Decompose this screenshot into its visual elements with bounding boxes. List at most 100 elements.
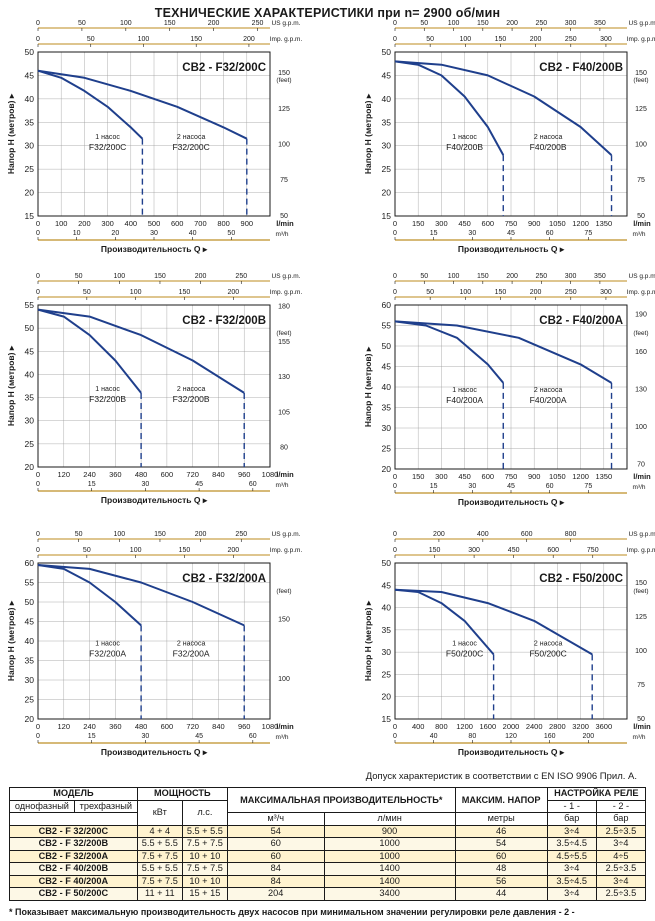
page-title: ТЕХНИЧЕСКИЕ ХАРАКТЕРИСТИКИ при n= 2900 о… [154, 6, 501, 20]
y-tick-label: 20 [25, 462, 35, 472]
usgpm-tick-label: 0 [393, 273, 397, 280]
m3h-unit-label: m³/h [633, 231, 646, 238]
x-tick-label: 400 [412, 722, 425, 731]
right-tick-label: 130 [635, 387, 647, 394]
y-tick-label: 25 [382, 444, 392, 454]
usgpm-tick-label: 300 [565, 20, 577, 27]
usgpm-tick-label: 200 [506, 273, 518, 280]
y-tick-label: 30 [25, 416, 35, 426]
kw-cell: 7.5 + 7.5 [136, 874, 183, 888]
y-tick-label: 25 [25, 695, 35, 705]
m3h-tick-label: 60 [546, 483, 554, 490]
x-tick-label: 150 [412, 219, 425, 228]
r1-cell: 4.5÷5.5 [546, 849, 597, 863]
x-unit-label: l/min [633, 472, 651, 481]
series-label: 1 насос [452, 387, 477, 394]
m3h-tick-label: 200 [582, 733, 594, 740]
usgpm-tick-label: 50 [75, 531, 83, 538]
x-tick-label: 720 [186, 722, 199, 731]
series-line [394, 60, 505, 156]
x-axis-label: Производительность Q ▸ [458, 747, 565, 757]
x-tick-label: 960 [238, 722, 251, 731]
impgpm-tick-label: 100 [459, 289, 471, 296]
x-tick-label: 3600 [595, 722, 612, 731]
usgpm-tick-label: 400 [477, 531, 489, 538]
th-hp: л.с. [181, 799, 228, 826]
x-tick-label: 1200 [572, 219, 589, 228]
series-line [37, 308, 245, 394]
impgpm-tick-label: 250 [565, 289, 577, 296]
m3h-tick-label: 0 [36, 230, 40, 237]
th-single: однофазный [9, 799, 75, 813]
y-tick-label: 40 [25, 636, 35, 646]
r1-cell: 3÷4 [546, 824, 597, 838]
right-tick-label: 150 [635, 70, 647, 77]
series-label: 2 насоса [177, 134, 206, 141]
m3h-tick-label: 30 [142, 733, 150, 740]
usgpm-unit-label: US g.p.m. [272, 20, 301, 27]
r2-cell: 3÷4 [595, 874, 647, 888]
right-tick-label: 125 [635, 106, 647, 113]
x-tick-label: 2000 [503, 722, 520, 731]
x-tick-label: 150 [412, 472, 425, 481]
right-tick-label: 75 [637, 682, 645, 689]
series-label: 2 насоса [534, 641, 563, 648]
impgpm-tick-label: 150 [190, 36, 202, 43]
y-tick-label: 50 [382, 47, 392, 57]
y-tick-label: 25 [25, 164, 35, 174]
x-tick-label: 600 [482, 219, 495, 228]
m3h-tick-label: 0 [393, 733, 397, 740]
table-row: CB2 - F 32/200B 5.5 + 5.5 7.5 + 7.5 60 1000 5… [9, 837, 647, 851]
impgpm-tick-label: 0 [393, 289, 397, 296]
th-flow: МАКСИМАЛЬНАЯ ПРОИЗВОДИТЕЛЬНОСТЬ* [226, 787, 456, 813]
hp-cell: 10 + 10 [181, 849, 228, 863]
usgpm-tick-label: 100 [448, 273, 460, 280]
usgpm-tick-label: 0 [36, 20, 40, 27]
m3h-tick-label: 75 [584, 230, 592, 237]
impgpm-tick-label: 600 [547, 547, 559, 554]
x-tick-label: 480 [135, 470, 148, 479]
m3h-cell: 84 [226, 874, 325, 888]
y-tick-label: 25 [382, 164, 392, 174]
y-tick-label: 35 [25, 393, 35, 403]
x-tick-label: 750 [505, 472, 518, 481]
series-line [37, 69, 144, 140]
x-axis-label: Производительность Q ▸ [458, 244, 565, 254]
usgpm-tick-label: 50 [75, 273, 83, 280]
footnote: * Показывает максимальную производительн… [9, 907, 575, 917]
x-unit-label: l/min [276, 722, 294, 731]
right-tick-label: 100 [635, 424, 647, 431]
usgpm-tick-label: 50 [420, 273, 428, 280]
y-tick-label: 40 [25, 94, 35, 104]
plot-frame [37, 304, 271, 468]
th-blank [9, 812, 138, 826]
x-axis-label: Производительность Q ▸ [101, 747, 208, 757]
impgpm-unit-label: Imp. g.p.m. [270, 36, 303, 43]
x-tick-label: 300 [101, 219, 114, 228]
series-line [37, 69, 248, 140]
y-tick-label: 40 [382, 382, 392, 392]
lmin-cell: 1400 [323, 874, 456, 888]
m3h-tick-label: 45 [195, 733, 203, 740]
y-tick-label: 45 [25, 617, 35, 627]
series-label: F50/200C [529, 649, 566, 659]
model-cell: CB2 - F 32/200B [9, 837, 138, 851]
right-tick-label: 125 [635, 614, 647, 621]
x-unit-label: l/min [633, 219, 651, 228]
usgpm-unit-label: US g.p.m. [629, 273, 655, 280]
y-tick-label: 55 [382, 321, 392, 331]
usgpm-tick-label: 150 [164, 20, 176, 27]
series-label: 1 насос [95, 386, 120, 393]
impgpm-tick-label: 150 [495, 289, 507, 296]
series-line [394, 320, 613, 384]
table-row: CB2 - F 40/200B 5.5 + 5.5 7.5 + 7.5 84 1400 4… [9, 862, 647, 876]
series-label: 1 насос [452, 134, 477, 141]
x-tick-label: 1600 [479, 722, 496, 731]
y-tick-label: 45 [382, 70, 392, 80]
r2-cell: 2.5÷3.5 [595, 887, 647, 901]
chart-1 [394, 27, 628, 241]
usgpm-unit-label: US g.p.m. [272, 531, 301, 538]
usgpm-tick-label: 150 [154, 273, 166, 280]
impgpm-unit-label: Imp. g.p.m. [627, 289, 655, 296]
